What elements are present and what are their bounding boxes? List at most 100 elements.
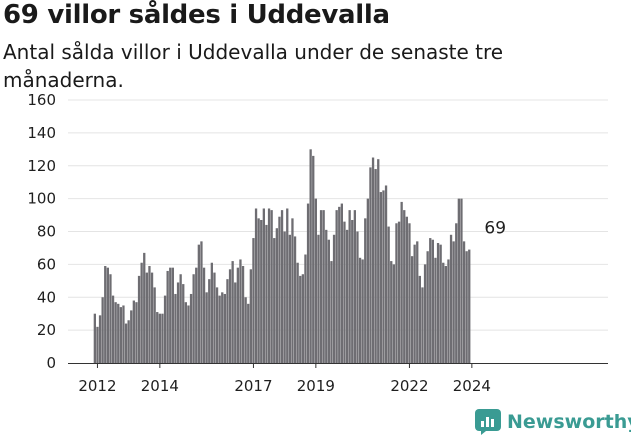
bar — [119, 307, 122, 363]
bar — [400, 201, 403, 363]
bar — [392, 264, 395, 363]
bar — [192, 274, 195, 363]
bar — [137, 275, 141, 363]
bar — [158, 313, 161, 363]
bar — [249, 269, 252, 363]
bar — [436, 243, 440, 363]
bar — [200, 241, 203, 363]
bar — [338, 206, 341, 363]
bar — [299, 275, 302, 363]
bar — [403, 210, 406, 363]
bar — [265, 224, 268, 363]
bar — [156, 312, 159, 363]
labels: 0 20 40 60 80 100 120 140 160 69 2012 2014 2017 2019 2… — [27, 91, 506, 395]
bar — [283, 231, 286, 363]
y-tick-label: 160 — [27, 91, 56, 109]
bar — [127, 320, 130, 363]
y-tick-label: 60 — [37, 255, 56, 273]
bar — [163, 295, 167, 363]
bar — [109, 274, 112, 363]
bar — [348, 210, 351, 363]
bar — [106, 267, 109, 363]
bar — [312, 155, 315, 363]
y-tick-label: 100 — [27, 190, 56, 208]
highlight-value-label: 69 — [484, 219, 506, 239]
bar — [114, 302, 117, 363]
bar — [288, 234, 291, 363]
bar — [96, 326, 99, 363]
bar — [429, 238, 432, 363]
newsworthy-logo[interactable]: Newsworthy — [475, 408, 631, 436]
bar — [179, 274, 182, 363]
bar — [228, 269, 232, 363]
bar — [364, 218, 367, 363]
bar — [145, 272, 148, 363]
bar — [434, 257, 437, 363]
bar — [449, 234, 453, 363]
bar — [351, 219, 354, 363]
bar — [187, 305, 190, 363]
bar — [452, 241, 455, 363]
bar — [244, 297, 247, 363]
bar — [291, 218, 294, 363]
bar — [231, 261, 234, 363]
bar — [431, 239, 434, 363]
chart-subtitle: Antal sålda villor i Uddevalla under de … — [3, 40, 504, 92]
brand-name: Newsworthy — [507, 411, 631, 433]
bar — [460, 198, 463, 363]
bar — [205, 292, 208, 363]
bar — [197, 244, 200, 363]
bar — [161, 313, 164, 363]
bar — [270, 210, 273, 363]
bar — [335, 210, 338, 363]
bar — [257, 218, 260, 363]
bar — [327, 239, 330, 363]
bar — [215, 287, 219, 363]
bar — [462, 241, 466, 363]
bars — [93, 149, 471, 363]
y-tick-label: 20 — [37, 321, 56, 339]
x-tick-label: 2014 — [141, 377, 179, 395]
bar — [93, 313, 96, 363]
bar — [309, 149, 312, 363]
bar — [465, 251, 468, 363]
bar — [325, 229, 328, 363]
bar — [195, 267, 198, 363]
bar — [416, 241, 419, 363]
bar — [98, 315, 102, 363]
bar — [332, 234, 336, 363]
bar — [213, 272, 216, 363]
bar — [153, 287, 156, 363]
bar — [371, 157, 375, 363]
bar — [356, 231, 359, 363]
bar — [366, 198, 369, 363]
bar — [148, 266, 151, 363]
bar — [301, 274, 304, 363]
y-tick-label: 80 — [37, 223, 56, 241]
y-tick-label: 0 — [46, 354, 56, 372]
bar — [343, 221, 346, 363]
x-tick-label: 2019 — [297, 377, 335, 395]
x-tick-label: 2012 — [78, 377, 116, 395]
bar — [319, 210, 323, 363]
bar — [340, 203, 343, 363]
bar — [140, 262, 143, 363]
bar — [226, 279, 229, 363]
bar — [306, 203, 310, 363]
bar — [361, 259, 364, 363]
bar — [317, 234, 320, 363]
bar — [210, 262, 213, 363]
bar — [447, 259, 450, 363]
newsworthy-logo-icon — [475, 409, 501, 435]
bar — [166, 270, 169, 363]
bar — [267, 208, 271, 363]
bar — [296, 262, 299, 363]
bar — [254, 208, 258, 363]
bar — [239, 259, 242, 363]
bar — [374, 169, 377, 363]
bar — [252, 238, 255, 363]
bar — [184, 302, 187, 363]
bar — [405, 216, 408, 363]
bar — [143, 252, 146, 363]
